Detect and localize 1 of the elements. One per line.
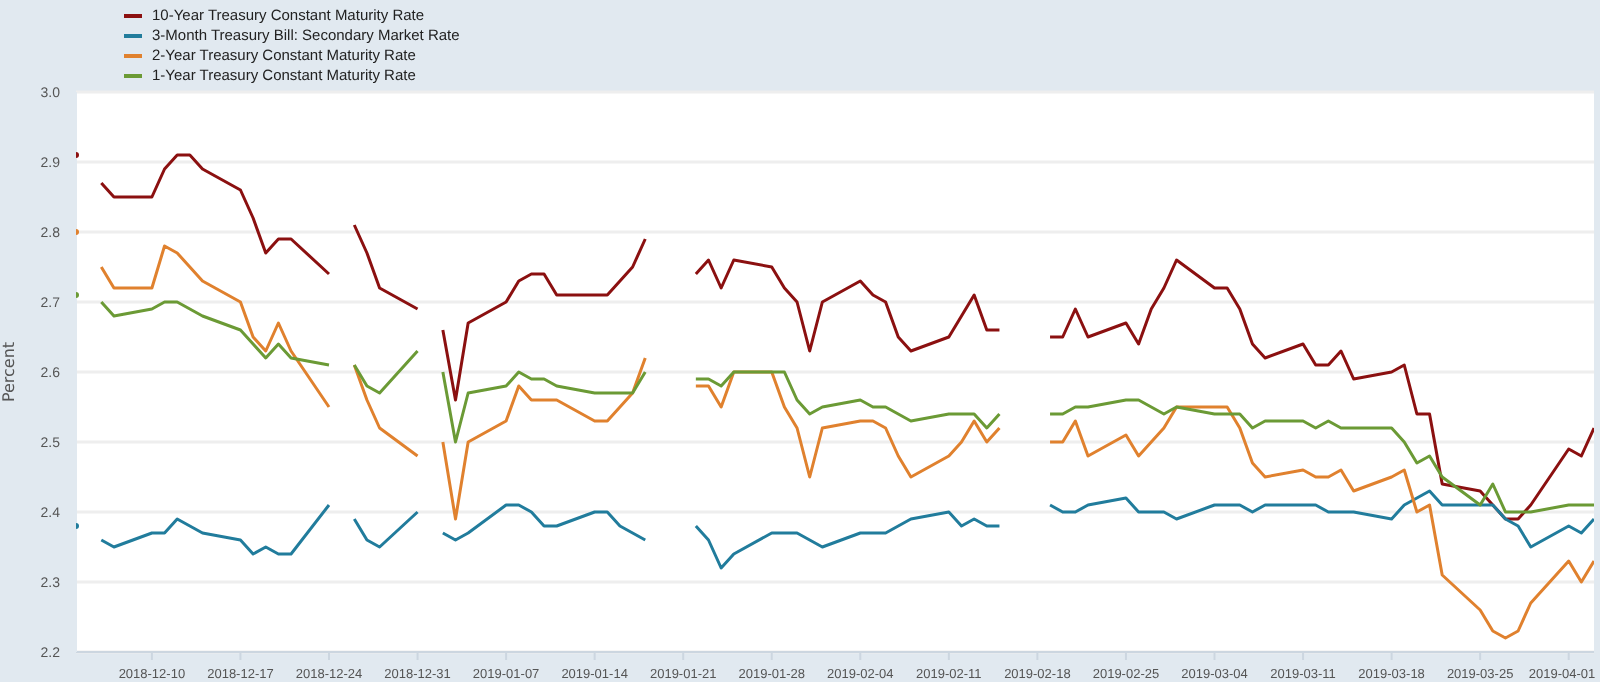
y-axis-title: Percent <box>0 341 18 403</box>
